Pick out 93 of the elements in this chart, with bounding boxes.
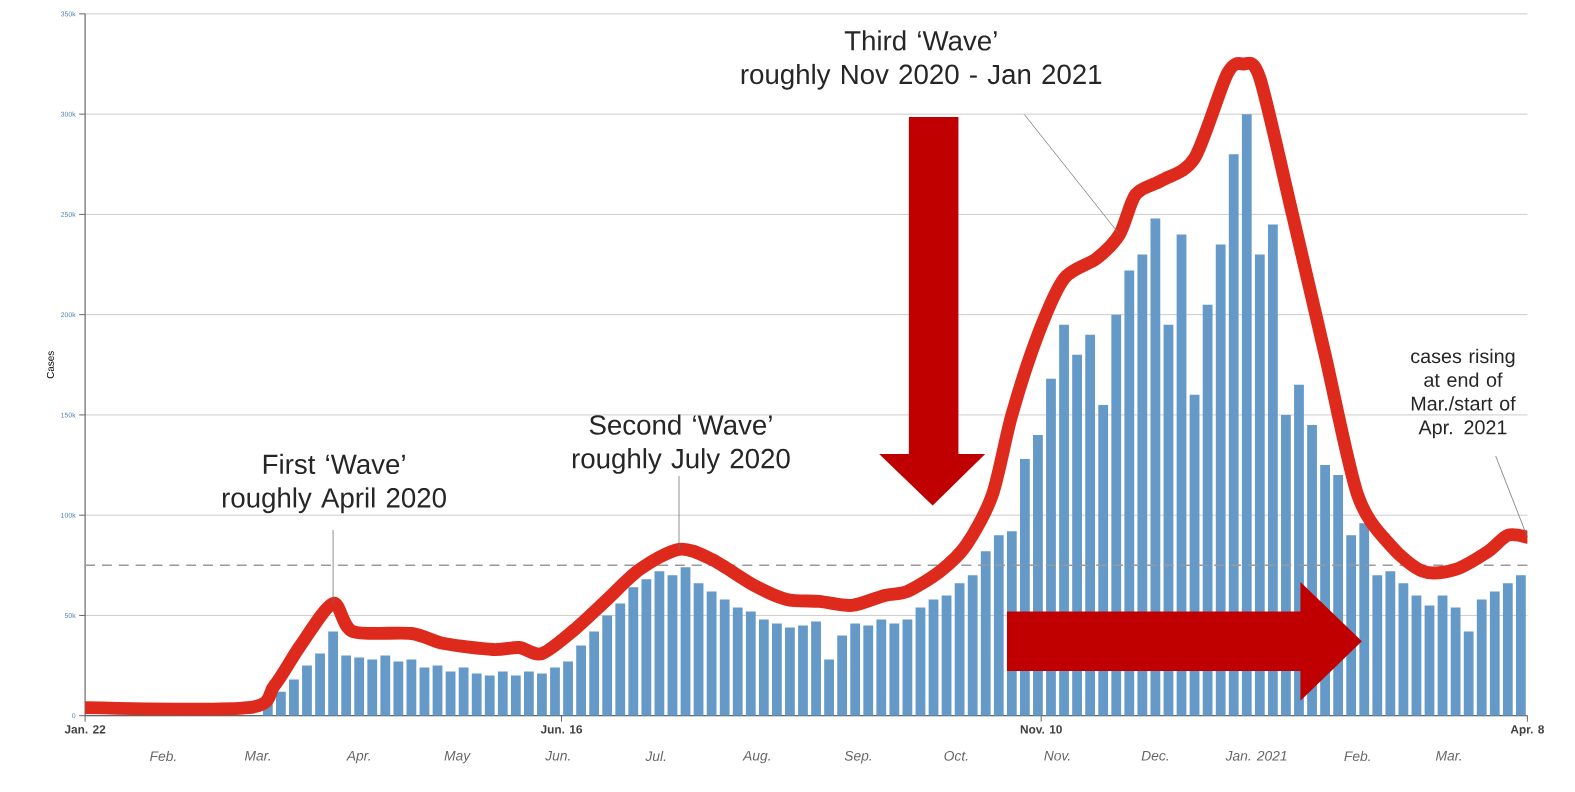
x2-tick-label: Apr. [346,750,370,764]
bar [641,579,652,716]
bar [1398,583,1409,716]
x2-tick-label: Jul. [645,750,666,762]
bar [680,567,691,716]
bar [980,551,991,716]
bar [628,587,639,716]
bar [1502,583,1513,716]
bar [837,635,848,716]
bar [445,671,456,716]
x2-tick-label: Jan. 2021 [1225,750,1287,761]
bar [484,675,495,716]
bar [967,575,978,716]
bar [497,671,508,716]
bar [1489,591,1500,716]
bar [419,667,430,716]
bar [523,671,534,716]
bar [1372,575,1383,716]
bar [850,623,861,716]
bar [615,603,626,716]
bar [1463,631,1474,716]
bar [654,571,665,716]
bar [915,607,926,716]
bar [785,627,795,716]
x2-tick-label: Jun. [545,750,570,761]
bar [1424,605,1435,716]
bar [1385,571,1396,716]
x-tick-label: Nov. 10 [1020,725,1062,734]
bar [589,631,600,716]
bar [380,655,391,716]
bar [537,673,547,716]
bar [706,591,717,716]
x2-tick-label: Oct. [944,750,968,761]
x2-tick-label: Feb. [1344,750,1370,762]
bar [275,691,286,716]
annotation: Third ‘Wave’ roughly Nov 2020 - Jan 2021 [741,30,1102,90]
annotation: First ‘Wave’ roughly April 2020 [222,453,446,514]
bar [745,611,756,716]
bar [510,675,521,716]
bar [563,661,573,716]
bar [719,599,730,716]
bar [1476,599,1487,716]
x-tick-label: Jan. 22 [64,725,106,734]
bar [693,583,704,716]
bar [1359,523,1370,716]
bar [941,595,952,716]
bar [341,655,352,716]
bar [811,621,821,716]
bar [1437,595,1448,716]
bar [954,583,965,716]
annotation: cases rising at end of Mar./start of Apr. 2021 [1411,348,1516,439]
bar [406,659,417,716]
bar [798,625,808,716]
x2-tick-label: Dec. [1141,750,1168,761]
bar [1450,607,1461,716]
bar [732,607,743,716]
bar [928,599,939,716]
bar [902,619,913,716]
x2-tick-label: Aug. [742,750,770,764]
x2-tick-label: Mar. [1435,750,1461,761]
bar [758,619,769,716]
bar [876,619,887,716]
bar [328,631,338,716]
x2-tick-label: Mar. [244,750,270,761]
bar [889,623,900,716]
bar [289,679,299,716]
x2-tick-label: Feb. [150,750,176,762]
bar [458,667,469,716]
x-tick-label: Jun. 16 [540,725,583,734]
bar [354,657,365,716]
annotation: Second ‘Wave’ roughly July 2020 [572,414,790,474]
bar [602,615,613,716]
bar [1411,595,1422,716]
x-tick-label: Apr. 8 [1510,725,1545,736]
bar [1515,575,1526,716]
bar [302,665,312,716]
bar [367,659,378,716]
bar [667,575,678,716]
bar [863,625,874,716]
bar [432,665,443,716]
bar [1267,224,1278,716]
y-axis-title: Cases [46,351,54,379]
bar [771,623,782,716]
x2-tick-label: Nov. [1044,750,1070,761]
bar [824,659,834,716]
bar [550,667,560,716]
bar [993,535,1004,716]
bar [576,645,586,716]
x2-tick-label: May [444,750,471,764]
bar [393,661,404,716]
bar [315,653,325,716]
bar [471,673,482,716]
x2-tick-label: Sep. [844,750,871,764]
